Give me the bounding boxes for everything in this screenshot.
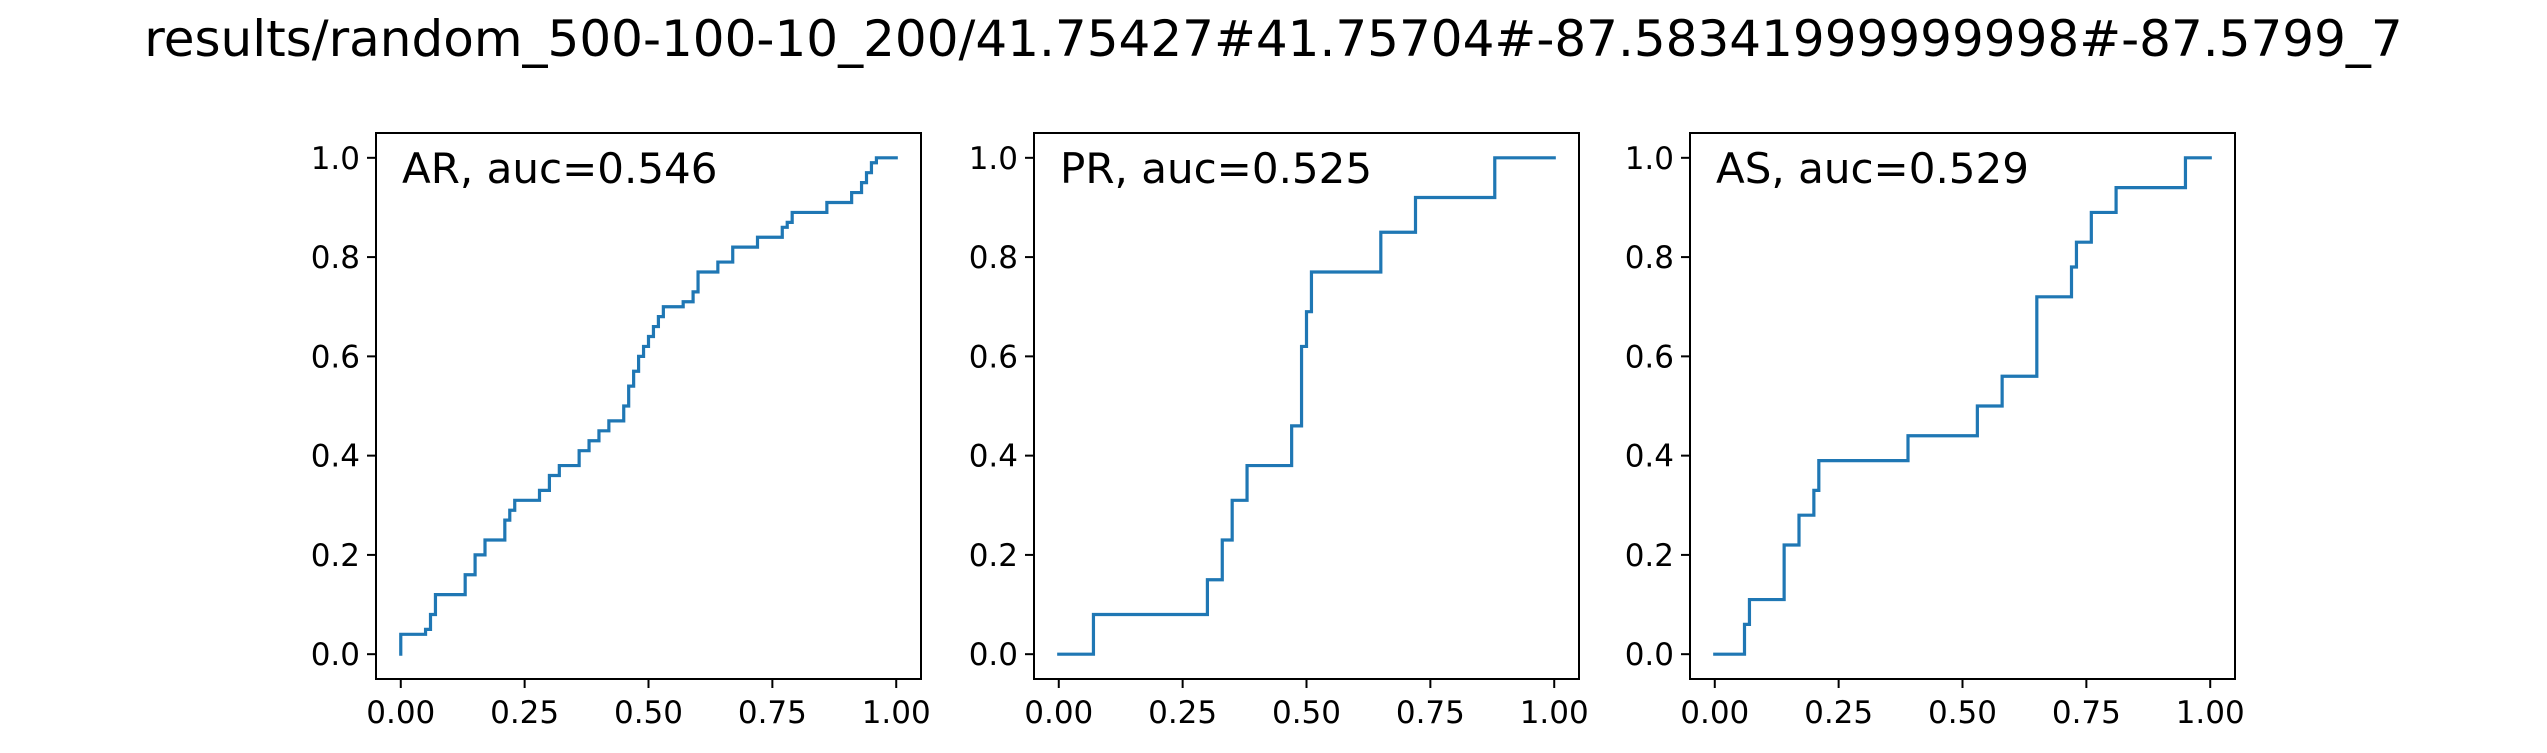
axes-frame-pr	[1033, 132, 1580, 680]
panel-label-ar: AR, auc=0.546	[402, 144, 718, 193]
x-tick-label-pr-3: 0.75	[1396, 695, 1465, 731]
series-line-pr	[1057, 156, 1556, 656]
y-tick-label-ar-1: 0.2	[311, 538, 360, 574]
y-tick-label-pr-5: 1.0	[969, 141, 1018, 177]
panel-label-pr: PR, auc=0.525	[1060, 144, 1372, 193]
y-tick-label-ar-5: 1.0	[311, 141, 360, 177]
x-tick-label-pr-1: 0.25	[1148, 695, 1217, 731]
x-tick-label-ar-0: 0.00	[366, 695, 435, 731]
x-tick-label-as-0: 0.00	[1680, 695, 1749, 731]
x-tick-label-as-3: 0.75	[2052, 695, 2121, 731]
x-tick-label-as-1: 0.25	[1804, 695, 1873, 731]
x-tick-label-as-2: 0.50	[1928, 695, 1997, 731]
y-tick-label-pr-2: 0.4	[969, 439, 1018, 475]
x-tick-label-pr-4: 1.00	[1520, 695, 1589, 731]
x-tick-label-ar-4: 1.00	[862, 695, 931, 731]
figure-title: results/random_500-100-10_200/41.75427#4…	[144, 10, 2403, 68]
panel-pr: 0.00 0.25 0.50 0.75 1.00 0.0 0.2 0.4 0.6 0.8 1.0 PR…	[969, 132, 1589, 731]
y-tick-label-as-5: 1.0	[1625, 141, 1674, 177]
x-tick-label-ar-2: 0.50	[614, 695, 683, 731]
y-tick-label-pr-0: 0.0	[969, 637, 1018, 673]
y-tick-label-pr-1: 0.2	[969, 538, 1018, 574]
y-tick-label-as-1: 0.2	[1625, 538, 1674, 574]
panel-ar: 0.00 0.25 0.50 0.75 1.00 0.0 0.2 0.4 0.6 0.8 1.0 AR…	[311, 132, 931, 731]
y-tick-label-ar-3: 0.6	[311, 339, 360, 375]
series-line-ar	[399, 156, 898, 656]
x-tick-label-pr-0: 0.00	[1024, 695, 1093, 731]
x-tick-label-ar-3: 0.75	[738, 695, 807, 731]
x-tick-label-as-4: 1.00	[2176, 695, 2245, 731]
y-tick-label-as-3: 0.6	[1625, 339, 1674, 375]
x-tick-label-ar-1: 0.25	[490, 695, 559, 731]
panel-label-as: AS, auc=0.529	[1716, 144, 2029, 193]
y-tick-label-pr-3: 0.6	[969, 339, 1018, 375]
series-line-as	[1713, 156, 2212, 656]
x-tick-label-pr-2: 0.50	[1272, 695, 1341, 731]
y-tick-label-as-2: 0.4	[1625, 439, 1674, 475]
axes-frame-as	[1689, 132, 2236, 680]
y-tick-label-ar-2: 0.4	[311, 439, 360, 475]
axes-frame-ar	[375, 132, 922, 680]
panel-as: 0.00 0.25 0.50 0.75 1.00 0.0 0.2 0.4 0.6 0.8 1.0 AS…	[1625, 132, 2245, 731]
y-tick-label-as-4: 0.8	[1625, 240, 1674, 276]
y-tick-label-as-0: 0.0	[1625, 637, 1674, 673]
y-tick-label-ar-4: 0.8	[311, 240, 360, 276]
y-tick-label-pr-4: 0.8	[969, 240, 1018, 276]
y-tick-label-ar-0: 0.0	[311, 637, 360, 673]
